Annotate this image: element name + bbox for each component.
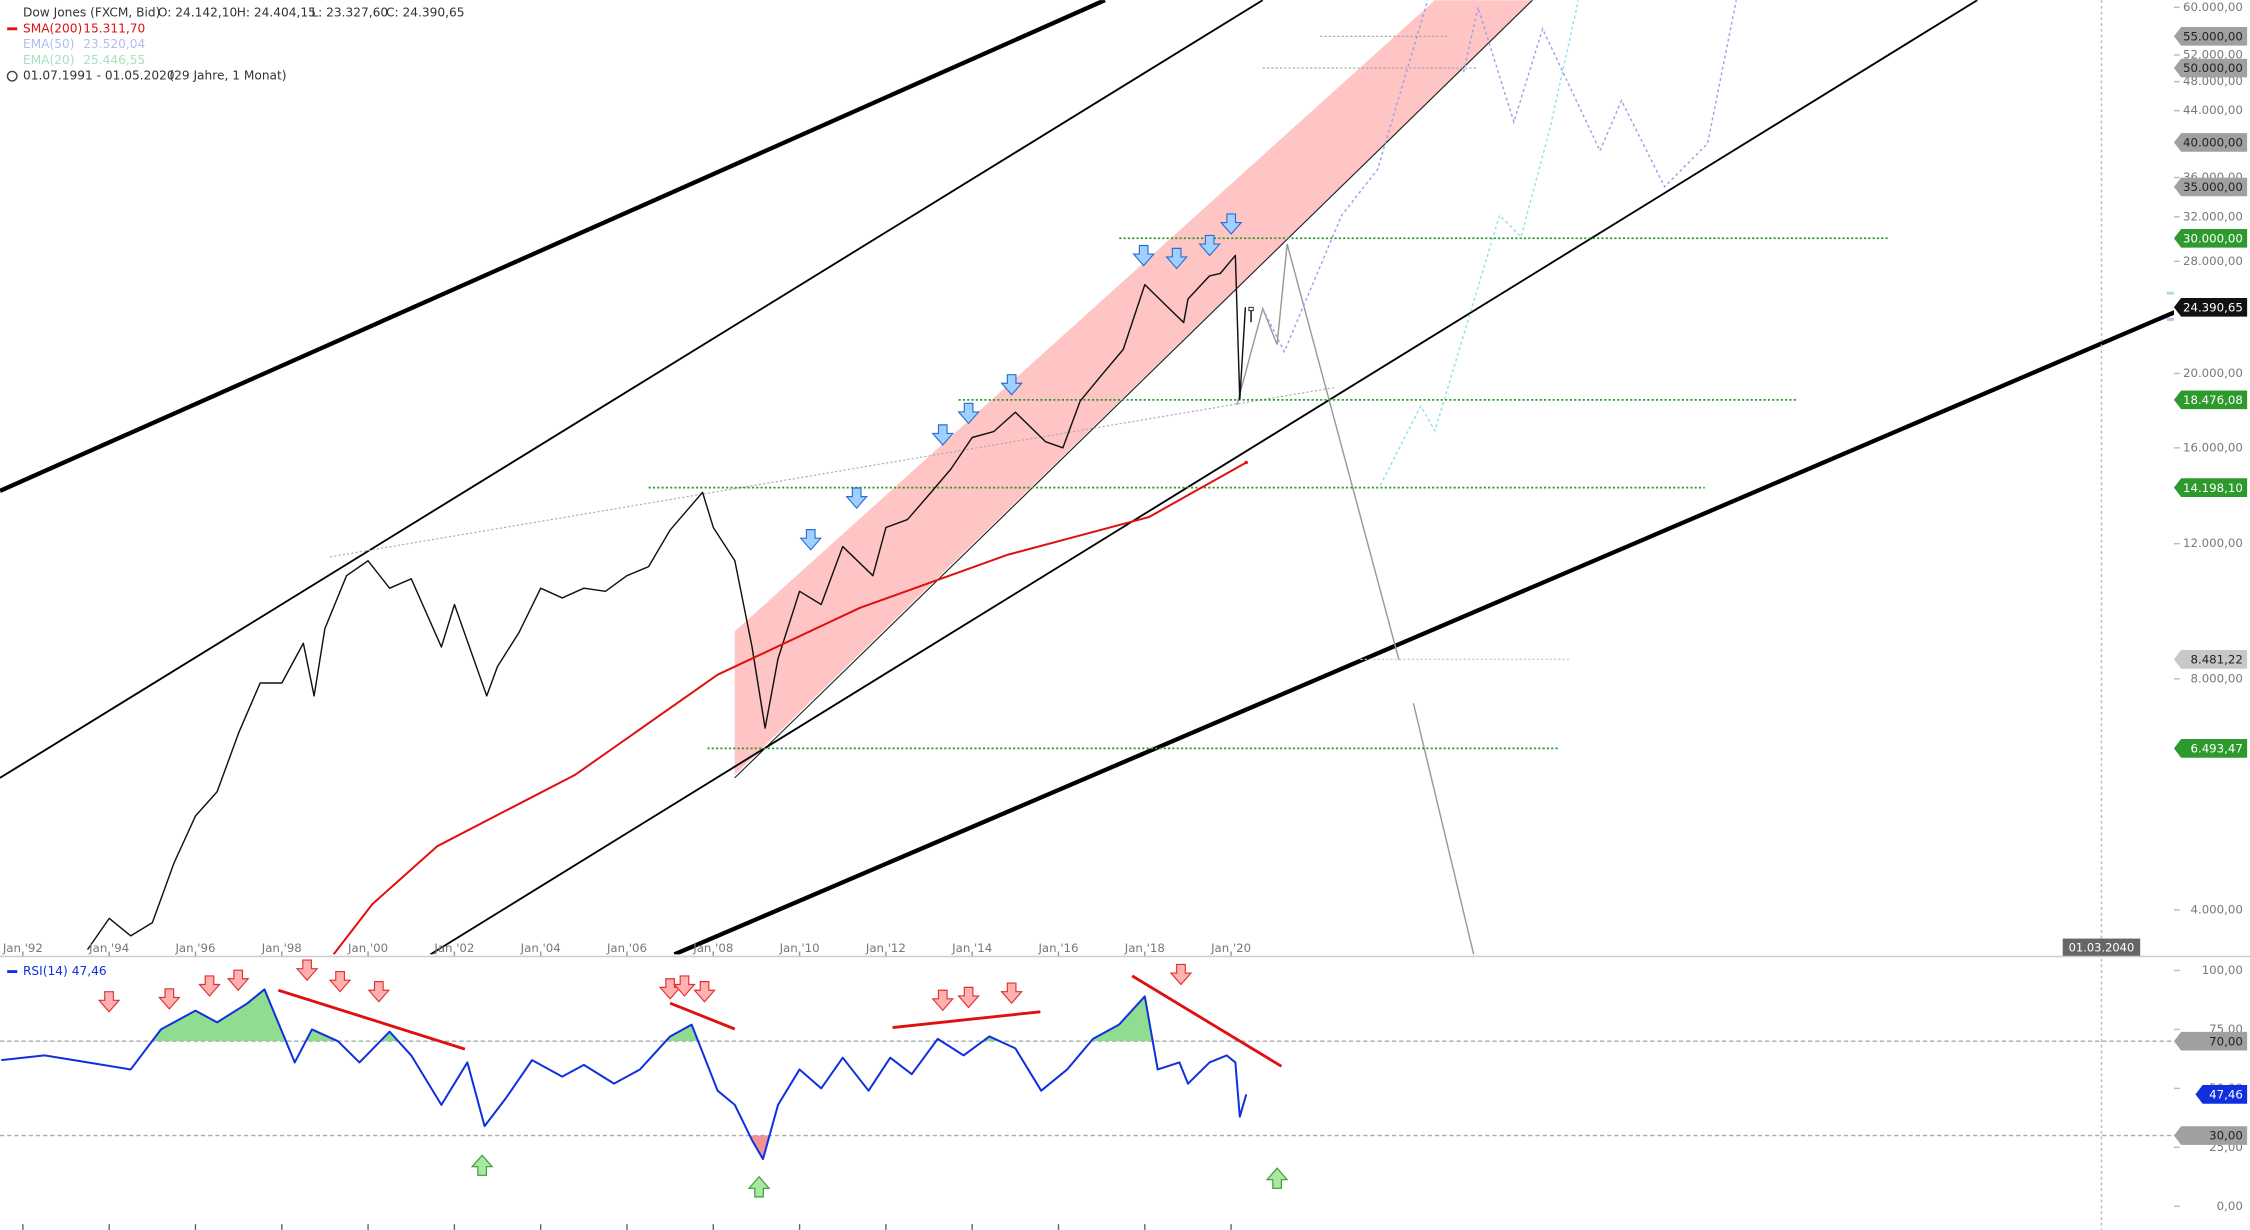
x-tick-label: Jan '16 (1037, 941, 1078, 955)
price-badge (2173, 58, 2248, 78)
y-tick-label: 12.000,00 (2183, 536, 2243, 550)
y-tick-label: 44.000,00 (2183, 103, 2243, 117)
price-badge (2173, 26, 2248, 46)
price-badge (2173, 478, 2248, 497)
legend-value: 15.311,70 (83, 21, 145, 35)
y-tick-label: 48.000,00 (2183, 74, 2243, 88)
date-badge (2062, 938, 2141, 956)
rsi-trend-line (892, 1010, 1041, 1029)
y-tick-label: 100,00 (2202, 963, 2243, 977)
rsi-line (1, 988, 1248, 1161)
badge-label: 18.476,08 (2183, 393, 2243, 407)
x-tick-label: Jan '10 (779, 941, 820, 955)
signals (98, 213, 1288, 1198)
price-line (86, 254, 1247, 951)
x-tick-label: Jan '12 (865, 941, 906, 955)
trend-line (0, 0, 1106, 493)
y-tick-label: 32.000,00 (2183, 209, 2243, 223)
badge-label: 35.000,00 (2183, 180, 2243, 194)
rsi-badge (2195, 1085, 2248, 1104)
x-tick-label: Jan '04 (520, 941, 561, 955)
y-tick-label: 4.000,00 (2190, 902, 2242, 916)
rsi-zone (1, 989, 1247, 1042)
legend-entry: SMA(200) (23, 21, 82, 35)
x-tick-label: Jan '06 (606, 941, 647, 955)
badge-label: 30,00 (2209, 1129, 2243, 1143)
projection (1379, 0, 1580, 486)
rsi-trend-line (1131, 974, 1283, 1068)
badge-label: 24.390,65 (2183, 301, 2243, 315)
projection (1462, 0, 1737, 188)
price-badge (2173, 133, 2248, 152)
price-badge (2173, 297, 2248, 317)
ohlc: H: 24.404,15 (237, 6, 316, 20)
x-tick-label: Jan '96 (174, 941, 215, 955)
legend-entry: EMA(20) (23, 53, 75, 67)
price-badge (2173, 1031, 2248, 1051)
x-tick-label: Jan '08 (692, 941, 733, 955)
x-tick-label: Jan '00 (347, 941, 388, 955)
y-tick-label: 60.000,00 (2183, 0, 2243, 14)
badge-label: 40.000,00 (2183, 136, 2243, 150)
legend-value: 47,46 (72, 964, 107, 978)
projection (1412, 703, 1475, 955)
sma-current (1244, 460, 1248, 465)
ohlc: O: 24.142,10 (158, 6, 237, 20)
duration: (29 Jahre, 1 Monat) (169, 69, 286, 83)
ohlc: L: 23.327,60 (311, 6, 388, 20)
trend-line (673, 310, 2174, 955)
badge-label: 70,00 (2209, 1034, 2243, 1048)
x-tick-label: Jan '02 (433, 941, 474, 955)
price-badge (2173, 650, 2248, 669)
price-badge (2173, 739, 2248, 758)
rsi-badge-label: 47,46 (2209, 1088, 2243, 1102)
legend-entry: EMA(50) (23, 37, 75, 51)
clock-icon (6, 70, 18, 82)
badge-label: 14.198,10 (2183, 481, 2243, 495)
sma-line (332, 461, 1247, 955)
y-tick-label: 28.000,00 (2183, 254, 2243, 268)
y-tick-label: 20.000,00 (2183, 366, 2243, 380)
legend-value: 23.520,04 (83, 37, 145, 51)
badge-label: 8.481,22 (2190, 653, 2242, 667)
trend-line (429, 0, 1978, 955)
price-badge (2173, 177, 2248, 197)
ohlc: C: 24.390,65 (386, 6, 465, 20)
badge-label: 30.000,00 (2183, 232, 2243, 246)
badge-label: 55.000,00 (2183, 29, 2243, 43)
dotted-line (329, 386, 1335, 558)
x-tick-label: Jan '92 (2, 941, 43, 955)
projection (1262, 0, 1429, 354)
title: Dow Jones (FXCM, Bid) (23, 6, 160, 20)
price-badge (2173, 390, 2248, 410)
x-tick-label: Jan '94 (88, 941, 129, 955)
date-label: 01.03.2040 (2069, 940, 2135, 954)
rsi-trend-line (669, 1001, 736, 1031)
x-tick-label: Jan '14 (951, 941, 992, 955)
legend-entry: RSI(14) (23, 964, 68, 978)
trend-line (0, 0, 1264, 779)
x-tick-label: Jan '98 (261, 941, 302, 955)
badge-label: 50.000,00 (2183, 61, 2243, 75)
legend: Dow Jones (FXCM, Bid) O: 24.142,10 H: 24… (6, 6, 465, 978)
y-tick-label: 8.000,00 (2190, 671, 2242, 685)
y-tick-label: 16.000,00 (2183, 440, 2243, 454)
x-tick-label: Jan '20 (1210, 941, 1251, 955)
candle-body (1248, 306, 1254, 312)
badge-label: 6.493,47 (2190, 742, 2242, 756)
y-tick-label: 0,00 (2217, 1199, 2243, 1213)
rsi-plot (0, 988, 2174, 1161)
x-tick-label: Jan '18 (1124, 941, 1165, 955)
rsi-trend-line (277, 988, 466, 1051)
price-badge (2173, 1126, 2248, 1145)
y-tick-label: 52.000,00 (2183, 47, 2243, 61)
price-badge (2173, 228, 2248, 248)
period: 01.07.1991 - 01.05.2020 (23, 69, 175, 83)
projection (1236, 243, 1400, 661)
channel-line (734, 0, 1533, 779)
legend-value: 25.446,55 (83, 53, 145, 67)
